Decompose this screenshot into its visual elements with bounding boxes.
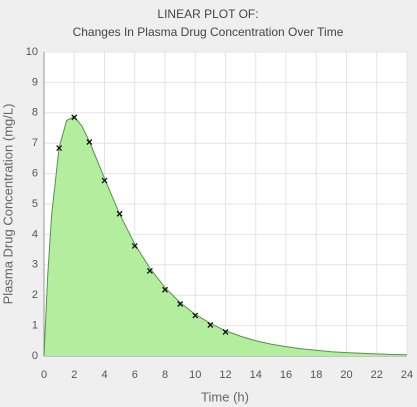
- x-tick-label: 24: [401, 369, 413, 381]
- y-tick-label: 2: [32, 289, 38, 301]
- point-marker: [192, 312, 199, 319]
- x-tick-label: 8: [162, 369, 168, 381]
- y-tick-label: 9: [32, 76, 38, 88]
- x-tick-label: 2: [71, 369, 77, 381]
- y-tick-label: 5: [32, 198, 38, 210]
- x-tick-label: 16: [280, 369, 292, 381]
- point-marker: [86, 139, 93, 145]
- point-marker: [222, 329, 229, 335]
- x-tick-label: 14: [250, 369, 262, 381]
- point-marker: [162, 286, 168, 293]
- chart-subtitle: Changes In Plasma Drug Concentration Ove…: [73, 25, 344, 39]
- x-tick-label: 4: [101, 369, 107, 381]
- x-axis-label: Time (h): [201, 389, 249, 404]
- y-axis-label: Plasma Drug Concentration (mg/L): [0, 104, 15, 305]
- y-tick-label: 4: [32, 228, 38, 240]
- x-tick-label: 6: [132, 369, 138, 381]
- point-marker: [131, 242, 138, 249]
- y-tick-label: 0: [32, 350, 38, 362]
- point-marker: [116, 210, 123, 217]
- x-tick-label: 10: [189, 369, 201, 381]
- chart-title: LINEAR PLOT OF:: [157, 7, 258, 21]
- area-line: [43, 116, 408, 357]
- y-tick-label: 8: [32, 107, 38, 119]
- point-marker: [101, 177, 108, 184]
- y-tick-label: 6: [32, 168, 38, 180]
- y-tick-label: 10: [26, 46, 38, 58]
- point-marker: [207, 322, 214, 328]
- x-tick-label: 20: [340, 369, 352, 381]
- point-marker: [71, 114, 78, 121]
- area-fill: [44, 116, 407, 356]
- point-marker: [177, 301, 184, 307]
- point-marker: [56, 145, 63, 152]
- y-tick-label: 7: [32, 137, 38, 149]
- x-tick-label: 12: [219, 369, 231, 381]
- y-tick-label: 1: [32, 320, 38, 332]
- point-marker: [146, 267, 153, 274]
- x-tick-label: 22: [371, 369, 383, 381]
- x-tick-label: 0: [41, 369, 47, 381]
- x-tick-label: 18: [310, 369, 322, 381]
- y-tick-label: 3: [32, 259, 38, 271]
